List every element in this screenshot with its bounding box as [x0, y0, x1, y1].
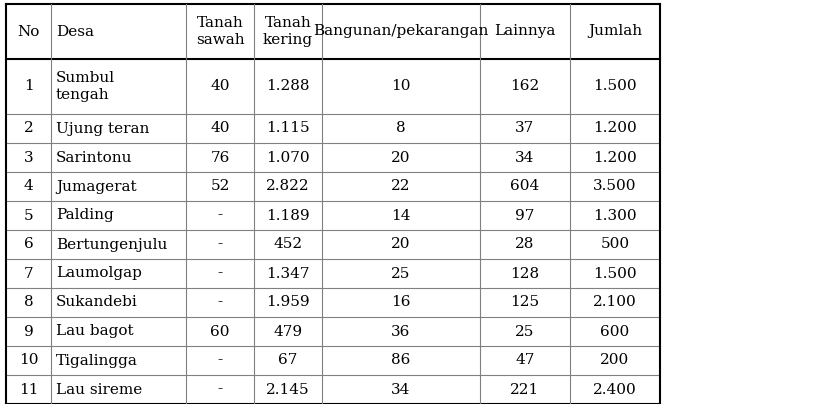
Text: 34: 34 — [516, 151, 534, 164]
Text: 2.400: 2.400 — [593, 383, 636, 396]
Text: 1.115: 1.115 — [266, 122, 310, 135]
Text: 2.145: 2.145 — [266, 383, 310, 396]
Text: 67: 67 — [278, 354, 298, 368]
Text: Tanah
kering: Tanah kering — [263, 17, 313, 46]
Text: 9: 9 — [24, 324, 33, 339]
Text: 76: 76 — [211, 151, 229, 164]
Text: Lau bagot: Lau bagot — [56, 324, 134, 339]
Text: 1.200: 1.200 — [593, 151, 636, 164]
Text: 125: 125 — [511, 295, 539, 309]
Text: 1.288: 1.288 — [266, 80, 310, 93]
Text: -: - — [217, 354, 223, 368]
Text: Bertungenjulu: Bertungenjulu — [56, 238, 167, 252]
Text: 14: 14 — [391, 208, 410, 223]
Text: 2.100: 2.100 — [593, 295, 636, 309]
Text: Jumagerat: Jumagerat — [56, 179, 136, 194]
Text: No: No — [17, 25, 40, 38]
Text: Palding: Palding — [56, 208, 113, 223]
Text: 1.347: 1.347 — [266, 267, 310, 280]
Text: Jumlah: Jumlah — [588, 25, 642, 38]
Text: 1.300: 1.300 — [593, 208, 636, 223]
Text: 1.189: 1.189 — [266, 208, 310, 223]
Text: 25: 25 — [516, 324, 534, 339]
Text: 40: 40 — [211, 122, 230, 135]
Text: 7: 7 — [24, 267, 33, 280]
Text: 2: 2 — [24, 122, 33, 135]
Text: 10: 10 — [19, 354, 38, 368]
Text: 16: 16 — [391, 295, 410, 309]
Text: -: - — [217, 267, 223, 280]
Text: 20: 20 — [391, 238, 410, 252]
Text: 52: 52 — [211, 179, 229, 194]
Text: 128: 128 — [511, 267, 539, 280]
Text: 4: 4 — [24, 179, 33, 194]
Text: 1.959: 1.959 — [266, 295, 310, 309]
Text: Tigalingga: Tigalingga — [56, 354, 138, 368]
Text: 162: 162 — [510, 80, 539, 93]
Text: 1.070: 1.070 — [266, 151, 310, 164]
Text: 2.822: 2.822 — [266, 179, 310, 194]
Text: 8: 8 — [397, 122, 406, 135]
Text: -: - — [217, 238, 223, 252]
Text: 5: 5 — [24, 208, 33, 223]
Text: 221: 221 — [510, 383, 539, 396]
Text: 1.500: 1.500 — [593, 267, 636, 280]
Text: Desa: Desa — [56, 25, 94, 38]
Text: 3.500: 3.500 — [593, 179, 636, 194]
Text: 60: 60 — [211, 324, 230, 339]
Text: Bangunan/pekarangan: Bangunan/pekarangan — [313, 25, 489, 38]
Text: 1: 1 — [24, 80, 33, 93]
Text: 34: 34 — [392, 383, 410, 396]
Text: Sumbul
tengah: Sumbul tengah — [56, 72, 115, 101]
Text: 97: 97 — [516, 208, 534, 223]
Text: 22: 22 — [391, 179, 410, 194]
Text: 604: 604 — [510, 179, 539, 194]
Text: 10: 10 — [391, 80, 410, 93]
Text: 6: 6 — [24, 238, 33, 252]
Text: 500: 500 — [601, 238, 630, 252]
Text: Sukandebi: Sukandebi — [56, 295, 138, 309]
Text: 11: 11 — [19, 383, 38, 396]
Text: Ujung teran: Ujung teran — [56, 122, 149, 135]
Text: Lau sireme: Lau sireme — [56, 383, 142, 396]
Text: 40: 40 — [211, 80, 230, 93]
Text: 1.200: 1.200 — [593, 122, 636, 135]
Text: Laumolgap: Laumolgap — [56, 267, 142, 280]
Text: 479: 479 — [273, 324, 303, 339]
Text: 200: 200 — [601, 354, 630, 368]
Text: 86: 86 — [392, 354, 410, 368]
Text: 1.500: 1.500 — [593, 80, 636, 93]
Text: Tanah
sawah: Tanah sawah — [196, 17, 244, 46]
Text: 25: 25 — [392, 267, 410, 280]
Text: 28: 28 — [516, 238, 534, 252]
Text: 20: 20 — [391, 151, 410, 164]
Text: 452: 452 — [273, 238, 303, 252]
Text: 47: 47 — [516, 354, 534, 368]
Text: 3: 3 — [24, 151, 33, 164]
Text: -: - — [217, 383, 223, 396]
Text: Sarintonu: Sarintonu — [56, 151, 132, 164]
Text: Lainnya: Lainnya — [494, 25, 556, 38]
Text: -: - — [217, 208, 223, 223]
Text: 600: 600 — [601, 324, 630, 339]
Text: 36: 36 — [392, 324, 410, 339]
Text: 37: 37 — [516, 122, 534, 135]
Text: 8: 8 — [24, 295, 33, 309]
Text: -: - — [217, 295, 223, 309]
